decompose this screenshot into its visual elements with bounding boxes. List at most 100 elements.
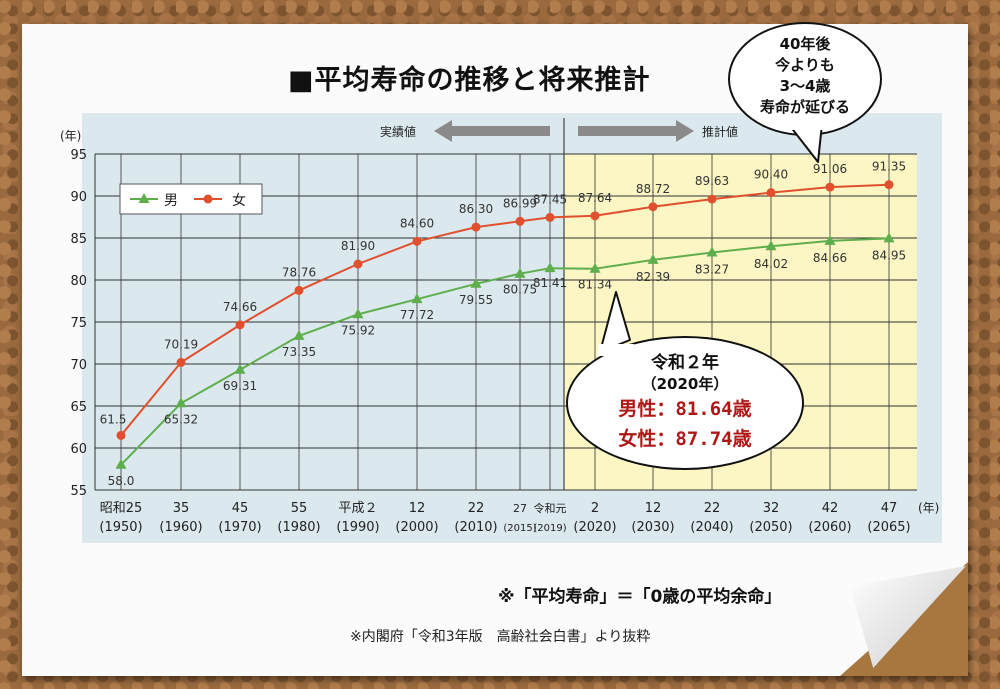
data-point-male xyxy=(352,308,364,319)
data-point-male xyxy=(589,262,601,273)
x-tick-label: 2 xyxy=(591,501,599,516)
data-point-male xyxy=(765,240,777,251)
data-point-male xyxy=(544,262,556,273)
data-label: 84.66 xyxy=(813,251,847,265)
data-label: 78.76 xyxy=(282,265,316,279)
chart-title: ■平均寿命の推移と将来推計 xyxy=(288,65,651,96)
callout-future-line: 3～4歳 xyxy=(779,77,831,95)
x-tick-label: 令和元 xyxy=(534,501,567,515)
data-label: 86.30 xyxy=(459,202,493,216)
data-point-male xyxy=(514,267,526,278)
x-tick-label: 昭和25 xyxy=(100,501,143,516)
data-point-male xyxy=(647,253,659,264)
data-label: 88.72 xyxy=(636,182,670,196)
x-tick-label: (2030) xyxy=(631,520,674,535)
x-tick-label: 32 xyxy=(763,501,780,516)
data-label: 80.75 xyxy=(503,283,537,297)
data-label: 83.27 xyxy=(695,263,729,277)
data-point-female xyxy=(825,182,835,192)
data-label: 87.45 xyxy=(533,192,567,206)
y-tick-label: 90 xyxy=(70,190,87,205)
legend: 男女 xyxy=(119,183,263,215)
y-axis: 55 60 65 70 75 80 85 90 95 xyxy=(70,148,87,499)
y-tick-label: 75 xyxy=(70,316,87,331)
data-point-female xyxy=(235,320,245,330)
y-tick-label: 60 xyxy=(70,442,87,457)
data-point-male xyxy=(470,277,482,288)
x-tick-label: (1950) xyxy=(99,520,142,535)
data-point-female xyxy=(116,430,126,440)
y-tick-label: 65 xyxy=(70,400,87,415)
data-label: 81.41 xyxy=(533,276,567,290)
x-tick-label: 42 xyxy=(822,501,839,516)
callout-2020-year: （2020年） xyxy=(641,375,729,393)
legend-female-marker xyxy=(203,194,213,204)
data-point-female xyxy=(176,357,186,367)
x-tick-label: 45 xyxy=(232,501,249,516)
data-label: 91.06 xyxy=(813,162,847,176)
y-tick-label: 80 xyxy=(70,274,87,289)
data-label: 84.02 xyxy=(754,257,788,271)
data-point-male xyxy=(883,232,895,243)
data-point-male xyxy=(175,397,187,408)
legend-male-marker xyxy=(138,193,150,203)
data-point-female xyxy=(707,194,717,204)
y-unit-label: (年) xyxy=(60,129,81,143)
data-label: 73.35 xyxy=(282,345,316,359)
callout-2020: 令和２年 （2020年） 男性：81.64歳 女性：87.74歳 xyxy=(566,336,804,470)
source-note: ※内閣府「令和3年版 高齢社会白書」より抜粋 xyxy=(350,629,651,645)
data-point-female xyxy=(294,285,304,295)
data-point-male xyxy=(293,329,305,340)
legend-female-label: 女 xyxy=(232,192,246,209)
x-tick-label: (2000) xyxy=(395,520,438,535)
x-tick-label: (2020) xyxy=(573,520,616,535)
data-label: 75.92 xyxy=(341,323,375,337)
data-label: 61.5 xyxy=(100,412,127,426)
x-tick-label: (2010) xyxy=(454,520,497,535)
data-label: 91.35 xyxy=(872,160,906,174)
definition-note: ※「平均寿命」＝「0歳の平均余命」 xyxy=(498,587,782,607)
y-tick-label: 85 xyxy=(70,232,87,247)
data-point-male xyxy=(411,293,423,304)
y-tick-label: 95 xyxy=(70,148,87,163)
data-label: 79.55 xyxy=(459,293,493,307)
callout-2020-male: 男性：81.64歳 xyxy=(618,398,752,420)
data-point-female xyxy=(471,222,481,232)
data-label: 77.72 xyxy=(400,308,434,322)
x-unit-label: (年) xyxy=(918,501,939,515)
forecast-arrow xyxy=(578,120,694,142)
x-tick-label: 27 xyxy=(513,502,527,515)
data-point-female xyxy=(412,236,422,246)
data-label: 82.39 xyxy=(636,270,670,284)
data-label: 87.64 xyxy=(578,191,612,205)
data-label: 70.19 xyxy=(164,337,198,351)
x-tick-label: (2050) xyxy=(749,520,792,535)
data-series: 58.065.3269.3173.3575.9277.7279.5580.758… xyxy=(100,160,907,488)
callout-future-line: 寿命が延びる xyxy=(759,98,850,116)
callout-future-line: 今よりも xyxy=(775,56,835,74)
x-tick-label: 12 xyxy=(409,501,426,516)
data-label: 86.99 xyxy=(503,196,537,210)
data-label: 81.34 xyxy=(578,278,612,292)
data-label: 69.31 xyxy=(223,379,257,393)
x-tick-label: (2065) xyxy=(867,520,910,535)
data-label: 65.32 xyxy=(164,412,198,426)
callout-2020-title: 令和２年 xyxy=(651,353,719,373)
data-label: 58.0 xyxy=(108,474,135,488)
actual-arrow xyxy=(434,120,550,142)
data-point-male xyxy=(824,234,836,245)
x-tick-label: (2060) xyxy=(808,520,851,535)
data-point-female xyxy=(884,180,894,190)
data-point-female xyxy=(766,188,776,198)
data-point-male xyxy=(234,363,246,374)
forecast-label: 推計値 xyxy=(702,124,738,139)
data-point-female xyxy=(648,202,658,212)
y-tick-label: 70 xyxy=(70,358,87,373)
data-point-male xyxy=(706,246,718,257)
x-tick-label: (2019) xyxy=(533,523,566,534)
x-tick-label: (1990) xyxy=(336,520,379,535)
x-tick-label: (1980) xyxy=(277,520,320,535)
x-tick-label: (2015) xyxy=(503,523,536,534)
data-point-female xyxy=(353,259,363,269)
